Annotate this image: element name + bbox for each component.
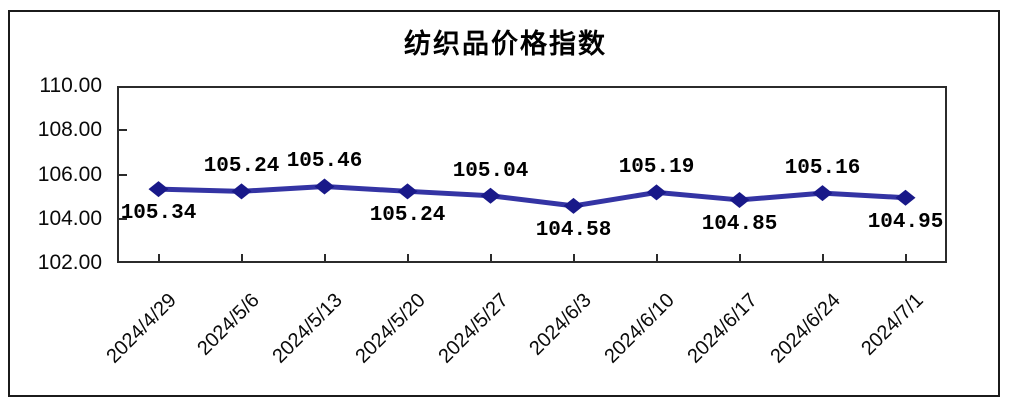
- data-point-label: 104.85: [701, 212, 778, 236]
- data-point-label: 104.58: [535, 218, 612, 242]
- y-axis-label: 108.00: [37, 118, 102, 142]
- x-axis-tick: [572, 254, 575, 261]
- x-axis-tick: [406, 254, 409, 261]
- y-axis-tick: [119, 217, 127, 220]
- data-point-label: 105.34: [120, 202, 197, 226]
- data-point-label: 105.04: [452, 159, 529, 183]
- y-axis-label: 106.00: [37, 162, 102, 186]
- x-axis-tick: [157, 254, 160, 261]
- data-point-label: 105.24: [203, 155, 280, 179]
- data-point-label: 105.19: [618, 156, 695, 180]
- x-axis-tick: [904, 254, 907, 261]
- chart-title: 纺织品价格指数: [404, 29, 607, 60]
- y-axis-label: 102.00: [37, 251, 102, 274]
- y-axis-label: 104.00: [37, 206, 102, 230]
- y-axis-tick: [119, 129, 127, 132]
- x-axis-tick: [323, 254, 326, 261]
- data-point-label: 105.46: [286, 150, 363, 174]
- x-axis-tick: [489, 254, 492, 261]
- data-point-label: 105.24: [369, 204, 446, 228]
- data-point-label: 104.95: [867, 210, 944, 234]
- y-axis-tick: [119, 173, 127, 176]
- plot-area: [117, 86, 947, 263]
- y-axis-label: 110.00: [39, 74, 102, 97]
- x-axis-tick: [655, 254, 658, 261]
- x-axis-tick: [738, 254, 741, 261]
- x-axis-tick: [240, 254, 243, 261]
- data-point-label: 105.16: [784, 157, 861, 181]
- x-axis-tick: [821, 254, 824, 261]
